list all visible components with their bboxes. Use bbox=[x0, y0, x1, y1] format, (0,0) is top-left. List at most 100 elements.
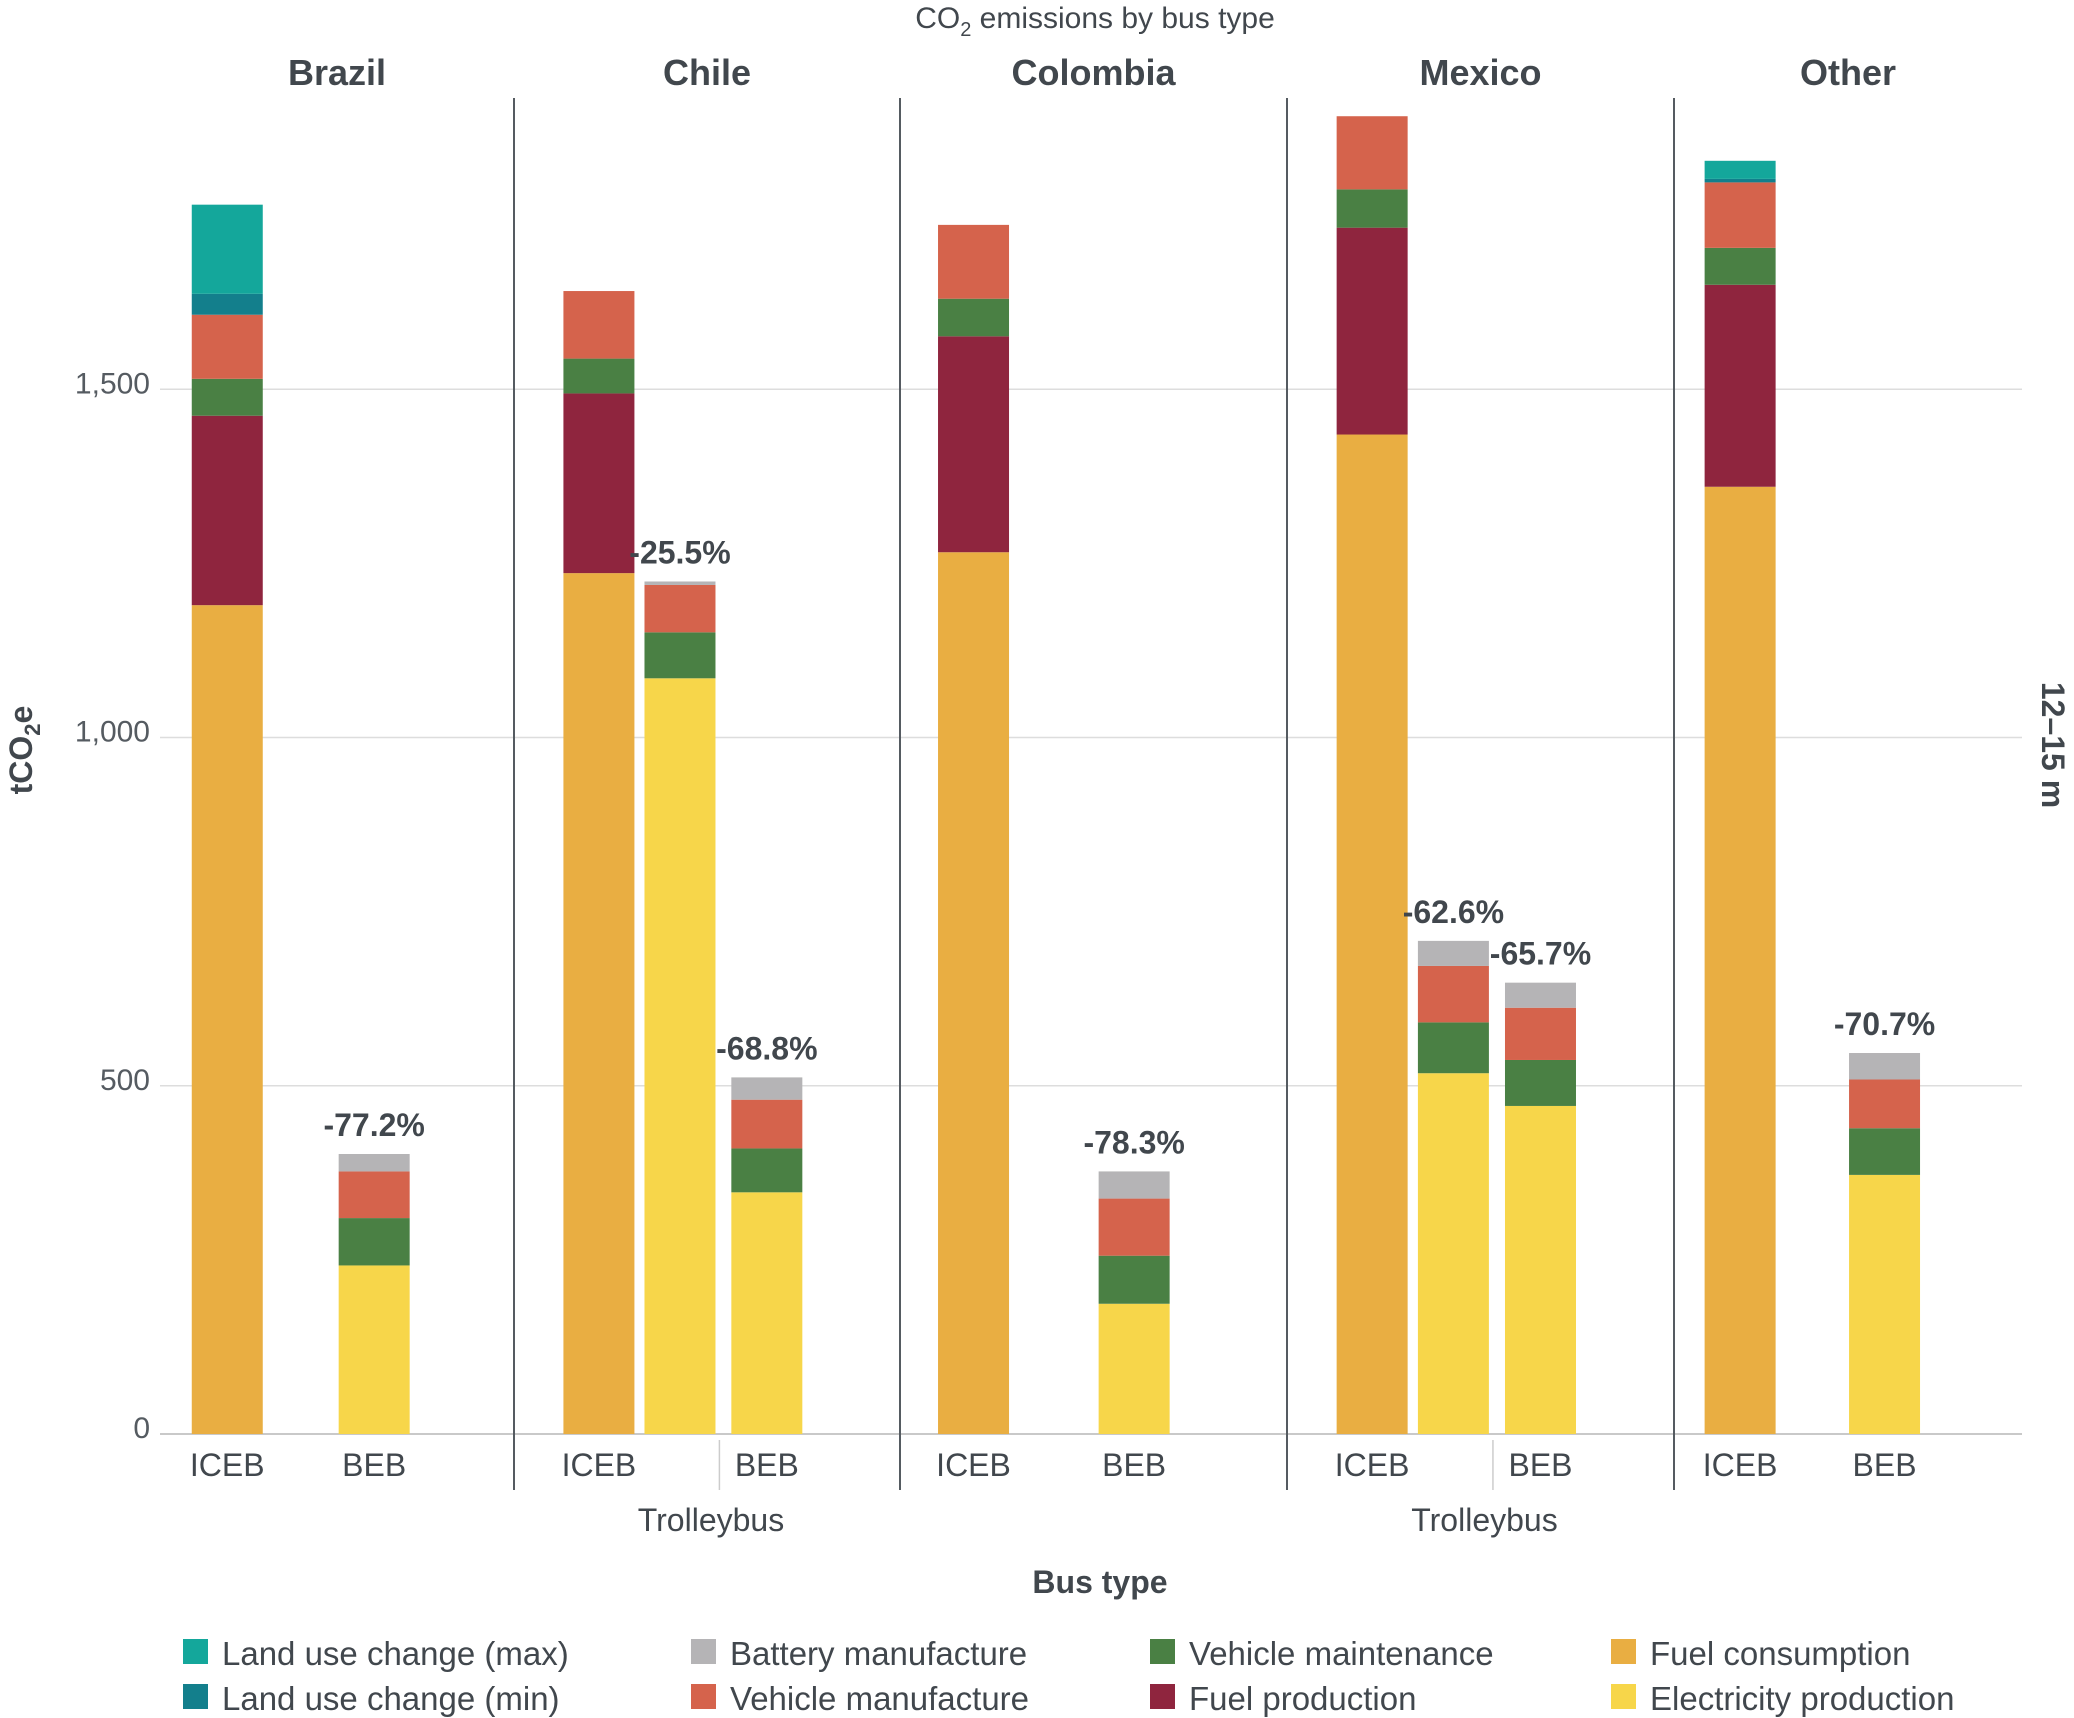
y-tick-label: 1,500 bbox=[75, 367, 150, 400]
y-tick-label: 1,000 bbox=[75, 716, 150, 749]
bar-segment-electricity-production bbox=[1098, 1303, 1170, 1434]
bar-segment-vehicle-maintenance bbox=[1504, 1059, 1576, 1106]
x-tick-label: BEB bbox=[735, 1447, 799, 1483]
percent-change-label: -65.7% bbox=[1490, 936, 1591, 972]
legend-item: Fuel production bbox=[1150, 1680, 1416, 1717]
bar-segment-fuel-consumption bbox=[563, 573, 635, 1434]
legend-item: Vehicle maintenance bbox=[1150, 1635, 1494, 1672]
bar-segment-fuel-consumption bbox=[938, 552, 1010, 1434]
x-tick-label: BEB bbox=[1853, 1447, 1917, 1483]
panel-title: Mexico bbox=[1419, 52, 1541, 93]
percent-change-label: -25.5% bbox=[629, 534, 730, 570]
bar-beb: -65.7% BEB bbox=[1490, 936, 1591, 1483]
bar-segment-electricity-production bbox=[731, 1192, 803, 1434]
x-tick-label: ICEB bbox=[1335, 1447, 1410, 1483]
legend-swatch bbox=[183, 1684, 208, 1709]
bar-segment-fuel-production bbox=[563, 393, 635, 574]
percent-change-label: -62.6% bbox=[1403, 894, 1504, 930]
legend-label: Fuel production bbox=[1189, 1680, 1416, 1717]
bar-segment-fuel-production bbox=[191, 415, 263, 606]
legend-label: Fuel consumption bbox=[1650, 1635, 1910, 1672]
bar-segment-battery-manufacture bbox=[644, 581, 716, 585]
bar-beb: -77.2% BEB bbox=[323, 1107, 424, 1483]
panel-title: Brazil bbox=[288, 52, 386, 93]
x-tick-label: ICEB bbox=[190, 1447, 265, 1483]
bar-segment-vehicle-maintenance bbox=[1098, 1255, 1170, 1304]
bar-segment-fuel-consumption bbox=[191, 605, 263, 1434]
bar-segment-land-use-change-min bbox=[1704, 178, 1776, 183]
x-tick-label: ICEB bbox=[562, 1447, 637, 1483]
bar-segment-vehicle-manufacture bbox=[563, 291, 635, 359]
legend-label: Vehicle manufacture bbox=[730, 1680, 1029, 1717]
bar-segment-battery-manufacture bbox=[1504, 982, 1576, 1008]
panels: Brazil ICEB -77.2% BEB Chile ICEB -25.5% -68.8%… bbox=[190, 52, 1935, 1538]
bar-segment-electricity-production bbox=[1417, 1073, 1489, 1434]
bar-segment-battery-manufacture bbox=[1417, 940, 1489, 966]
bar-trolleybus: -62.6% bbox=[1403, 894, 1504, 1434]
x-tick-label: ICEB bbox=[1703, 1447, 1778, 1483]
bar-iceb: ICEB bbox=[562, 291, 637, 1483]
bar-segment-fuel-consumption bbox=[1336, 434, 1408, 1435]
legend-swatch bbox=[1611, 1684, 1636, 1709]
percent-change-label: -78.3% bbox=[1083, 1124, 1184, 1160]
bar-segment-vehicle-manufacture bbox=[731, 1099, 803, 1149]
legend-label: Electricity production bbox=[1650, 1680, 1954, 1717]
bar-segment-vehicle-maintenance bbox=[1849, 1128, 1921, 1175]
panel-title: Chile bbox=[663, 52, 751, 93]
bar-segment-vehicle-maintenance bbox=[644, 632, 716, 679]
legend-swatch bbox=[1611, 1639, 1636, 1664]
bar-segment-vehicle-manufacture bbox=[1336, 116, 1408, 190]
panel-other: Other ICEB -70.7% BEB bbox=[1673, 52, 1935, 1490]
legend-swatch bbox=[1150, 1684, 1175, 1709]
panel-title: Other bbox=[1800, 52, 1896, 93]
bar-iceb: ICEB bbox=[936, 224, 1011, 1483]
bar-segment-vehicle-manufacture bbox=[191, 314, 263, 379]
bar-segment-vehicle-manufacture bbox=[644, 584, 716, 633]
bar-segment-battery-manufacture bbox=[1098, 1171, 1170, 1199]
bar-iceb: ICEB bbox=[1335, 116, 1410, 1483]
bar-segment-vehicle-maintenance bbox=[938, 298, 1010, 337]
bar-segment-electricity-production bbox=[1849, 1174, 1921, 1434]
x-tick-label: BEB bbox=[1102, 1447, 1166, 1483]
panel-size-label: 12–15 m bbox=[2035, 682, 2071, 808]
x-axis-title: Bus type bbox=[1032, 1564, 1167, 1600]
panel-title: Colombia bbox=[1011, 52, 1176, 93]
bar-iceb: ICEB bbox=[190, 204, 265, 1483]
legend-swatch bbox=[183, 1639, 208, 1664]
y-tick-label: 500 bbox=[100, 1064, 150, 1097]
legend-item: Electricity production bbox=[1611, 1680, 1954, 1717]
bar-segment-vehicle-manufacture bbox=[938, 224, 1010, 299]
legend-swatch bbox=[691, 1684, 716, 1709]
bar-segment-electricity-production bbox=[338, 1265, 410, 1434]
legend-label: Vehicle maintenance bbox=[1189, 1635, 1494, 1672]
x-tick-label: ICEB bbox=[936, 1447, 1011, 1483]
bar-segment-vehicle-maintenance bbox=[191, 378, 263, 416]
bar-segment-fuel-production bbox=[938, 336, 1010, 553]
bar-segment-battery-manufacture bbox=[1849, 1053, 1921, 1080]
legend-label: Battery manufacture bbox=[730, 1635, 1027, 1672]
legend-label: Land use change (max) bbox=[222, 1635, 569, 1672]
bar-segment-vehicle-maintenance bbox=[1704, 247, 1776, 285]
panel-brazil: Brazil ICEB -77.2% BEB bbox=[190, 52, 425, 1483]
panel-mexico: Mexico ICEB -62.6% -65.7% BEB Trolleybus bbox=[1286, 52, 1591, 1538]
bar-segment-vehicle-manufacture bbox=[1704, 182, 1776, 248]
bar-segment-land-use-change-min bbox=[191, 293, 263, 315]
bar-segment-fuel-production bbox=[1704, 284, 1776, 487]
bar-beb: -70.7% BEB bbox=[1834, 1006, 1935, 1483]
bar-segment-vehicle-maintenance bbox=[563, 358, 635, 394]
bar-segment-vehicle-manufacture bbox=[1417, 965, 1489, 1023]
legend-item: Land use change (max) bbox=[183, 1635, 569, 1672]
y-axis-title: tCO2e bbox=[3, 706, 45, 795]
bar-iceb: ICEB bbox=[1703, 160, 1778, 1483]
percent-change-label: -77.2% bbox=[323, 1107, 424, 1143]
bar-segment-vehicle-maintenance bbox=[1417, 1022, 1489, 1074]
x-tick-label: BEB bbox=[1508, 1447, 1572, 1483]
panel-colombia: Colombia ICEB -78.3% BEB bbox=[899, 52, 1185, 1490]
panel-chile: Chile ICEB -25.5% -68.8% BEB Trolleybus bbox=[513, 52, 818, 1538]
legend: Land use change (max) Battery manufacture… bbox=[183, 1635, 1954, 1717]
group-label: Trolleybus bbox=[1411, 1502, 1557, 1538]
x-tick-label: BEB bbox=[342, 1447, 406, 1483]
legend-swatch bbox=[1150, 1639, 1175, 1664]
bar-beb: -68.8% BEB bbox=[716, 1030, 817, 1483]
